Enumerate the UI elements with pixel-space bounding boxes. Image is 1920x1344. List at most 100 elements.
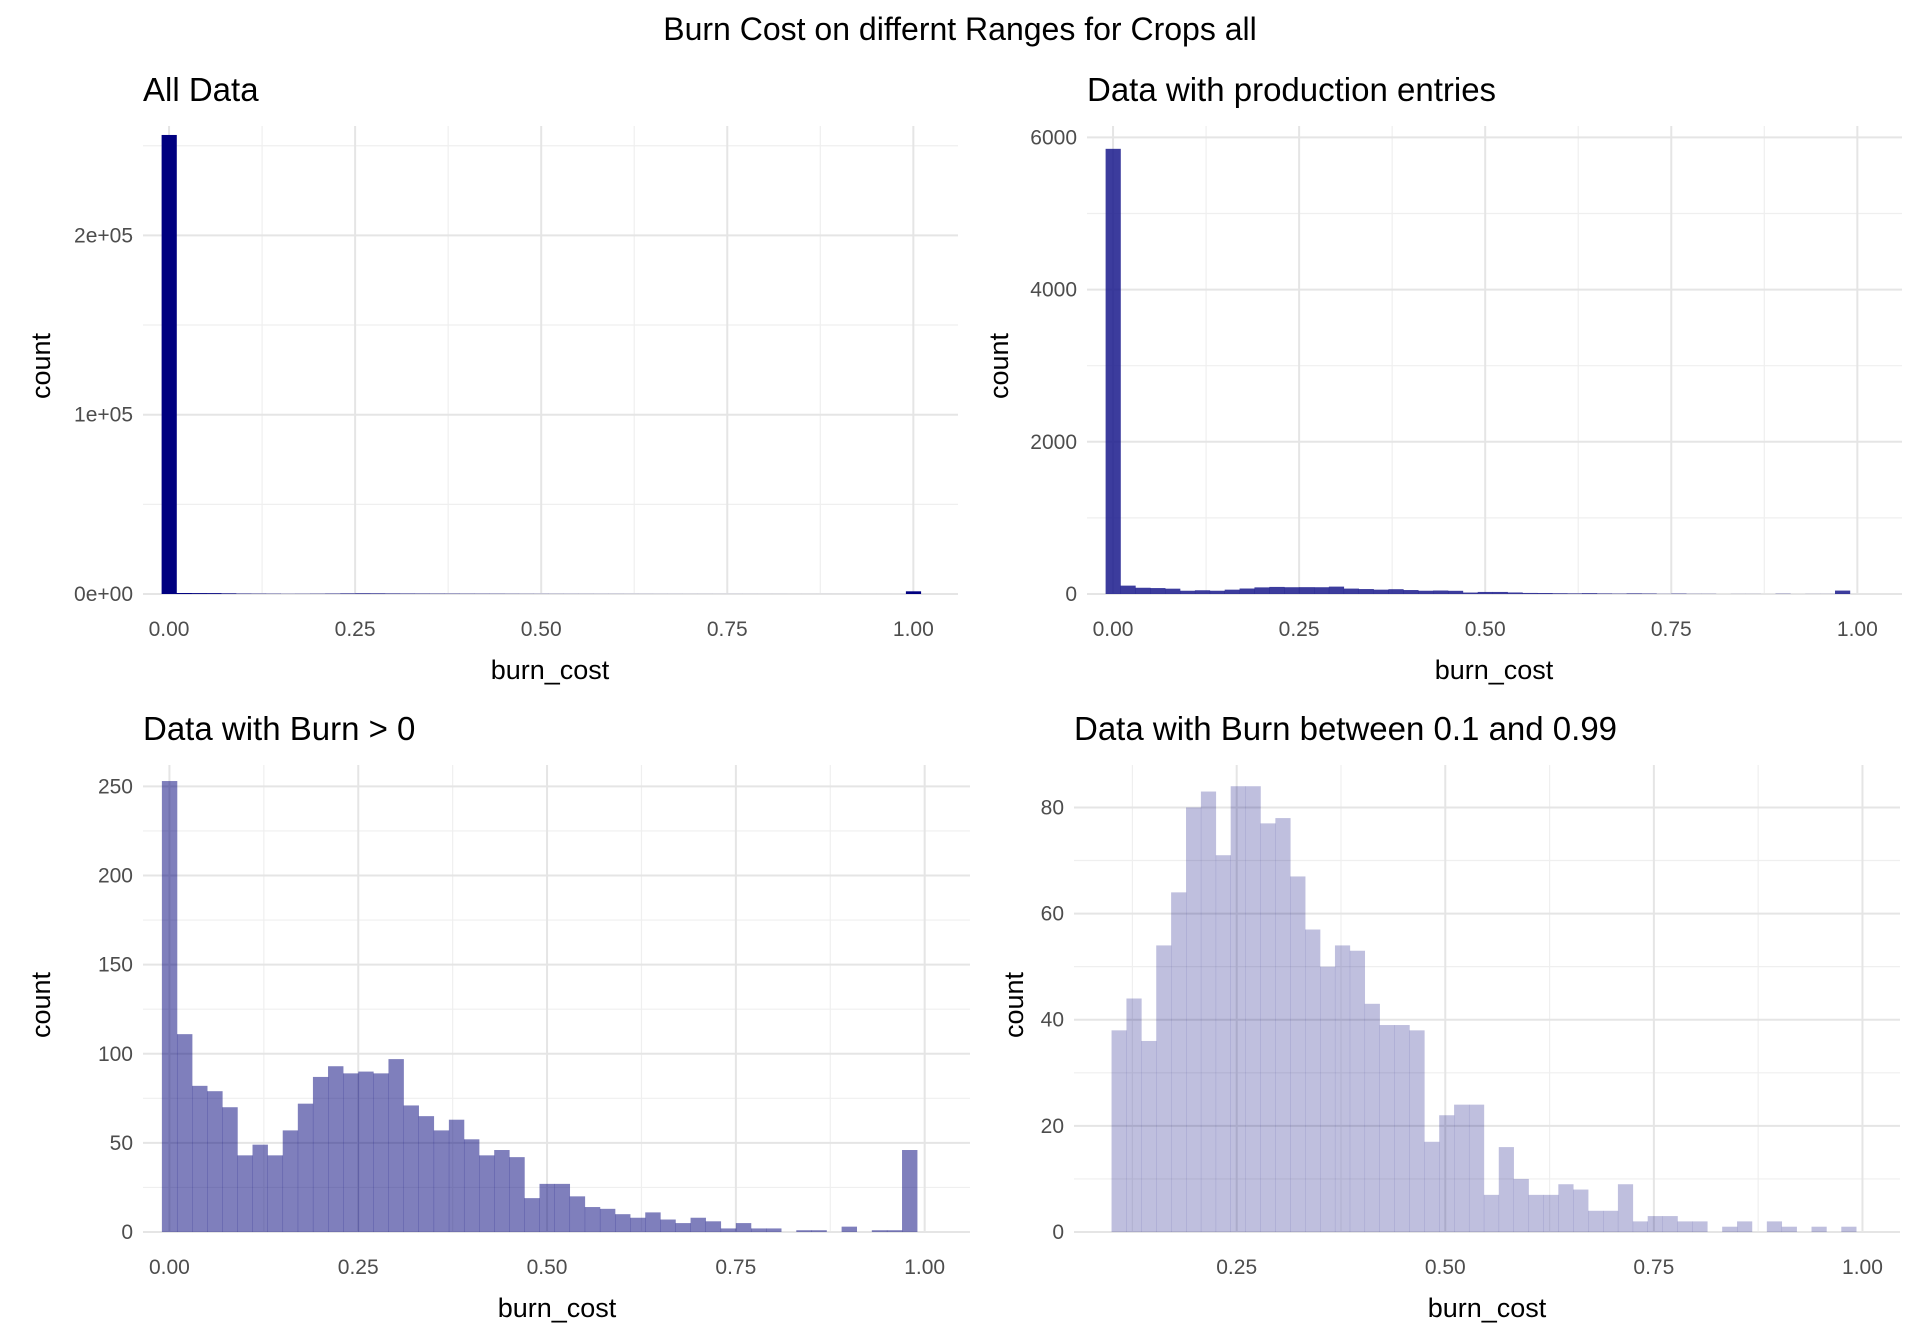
histogram-bar xyxy=(1126,998,1142,1232)
histogram-bar xyxy=(328,1066,344,1232)
x-tick-label: 0.00 xyxy=(149,618,190,641)
plot-area: 0.00 0.25 0.50 0.75 1.00 0 50 100 150 200 250 xyxy=(98,765,970,1279)
x-axis-title: burn_cost xyxy=(491,655,610,685)
histogram-bar xyxy=(871,1230,888,1232)
x-tick-label: 0.25 xyxy=(335,618,376,641)
histogram-bar xyxy=(1373,589,1389,594)
histogram-bar xyxy=(1596,593,1613,594)
histogram-bar xyxy=(222,1107,238,1232)
panel-production-entries: Data with production entries 0.00 0.25 0.5… xyxy=(984,71,1902,685)
histogram-bar xyxy=(1447,590,1464,594)
plot-area: 0.25 0.50 0.75 1.00 0 20 40 60 80 xyxy=(1041,765,1900,1279)
y-tick-label: 40 xyxy=(1041,1009,1064,1032)
x-tick-label: 1.00 xyxy=(1837,618,1878,641)
histogram-bar xyxy=(1245,786,1261,1232)
panel-title: Data with Burn > 0 xyxy=(143,710,415,747)
panel-title: Data with Burn between 0.1 and 0.99 xyxy=(1074,710,1617,747)
histogram-bar xyxy=(675,1223,691,1232)
y-tick-label: 0e+00 xyxy=(74,583,133,606)
histogram-bar xyxy=(355,593,371,594)
x-tick-label: 0.50 xyxy=(527,1256,568,1279)
histogram-bar xyxy=(750,1228,767,1232)
x-tick-label: 0.75 xyxy=(715,1256,756,1279)
histogram-bar xyxy=(297,1103,314,1232)
histogram-bar xyxy=(1364,1003,1380,1232)
y-tick-label: 0 xyxy=(121,1221,133,1244)
histogram-bar xyxy=(554,1183,571,1232)
histogram-bar xyxy=(1349,950,1366,1232)
histogram-bar xyxy=(690,1217,706,1232)
histogram-bar xyxy=(1320,966,1336,1232)
histogram-bar xyxy=(1492,591,1508,594)
plot-area: 0.00 0.25 0.50 0.75 1.00 0 2000 4000 6000 xyxy=(1030,126,1902,641)
y-tick-label: 80 xyxy=(1041,796,1064,819)
x-tick-label: 0.75 xyxy=(1633,1256,1674,1279)
histogram-bar xyxy=(645,1212,661,1232)
histogram-bar xyxy=(1230,786,1246,1232)
histogram-bar xyxy=(1180,590,1196,594)
y-tick-label: 60 xyxy=(1041,903,1064,926)
histogram-bar xyxy=(191,593,207,594)
x-tick-label: 0.50 xyxy=(521,618,562,641)
histogram-bar xyxy=(630,1217,646,1232)
panel-all-data: All Data 0.00 0.25 0.50 0.75 1.00 0e+00 1e+05 2… xyxy=(26,71,958,685)
histogram-bar xyxy=(1662,1216,1678,1232)
x-tick-label: 0.50 xyxy=(1425,1256,1466,1279)
histogram-bar xyxy=(1737,1221,1753,1232)
histogram-bar xyxy=(1165,588,1181,594)
y-tick-label: 6000 xyxy=(1030,126,1077,149)
histogram-bar xyxy=(1626,593,1642,594)
histogram-bar xyxy=(1632,1221,1648,1232)
histogram-bar xyxy=(161,781,178,1232)
histogram-bar xyxy=(312,1076,329,1232)
histogram-bar xyxy=(766,1228,782,1232)
histogram-bar xyxy=(1454,1104,1470,1232)
histogram-bar xyxy=(1186,807,1202,1232)
panel-title: Data with production entries xyxy=(1087,71,1496,108)
histogram-bar xyxy=(479,1155,495,1232)
y-tick-label: 150 xyxy=(98,954,133,977)
histogram-bar xyxy=(1379,1025,1395,1232)
histogram-bar xyxy=(161,134,177,594)
histogram-bar xyxy=(1290,876,1306,1232)
histogram-bar xyxy=(841,1226,858,1232)
histogram-bar xyxy=(1141,1040,1157,1232)
histogram-bar xyxy=(660,1219,676,1232)
x-tick-label: 0.00 xyxy=(1093,618,1134,641)
histogram-bar xyxy=(720,1228,737,1232)
y-tick-label: 20 xyxy=(1041,1115,1064,1138)
histogram-bar xyxy=(1424,1141,1440,1232)
histogram-bar xyxy=(1299,587,1315,594)
histogram-bar xyxy=(237,1155,253,1232)
x-tick-label: 0.25 xyxy=(1279,618,1320,641)
histogram-bar xyxy=(1573,1189,1589,1232)
histogram-bar xyxy=(1468,1104,1485,1232)
histogram-bar xyxy=(433,1130,450,1232)
y-tick-label: 100 xyxy=(98,1043,133,1066)
histogram-bar xyxy=(1498,1147,1514,1232)
histogram-bar xyxy=(905,591,922,594)
histogram-bar xyxy=(1314,587,1330,594)
histogram-bar xyxy=(1135,587,1151,594)
histogram-bar xyxy=(1483,1194,1500,1232)
histogram-bar xyxy=(1507,592,1523,594)
histogram-bar xyxy=(569,1196,586,1232)
histogram-bar xyxy=(1522,592,1538,594)
x-tick-label: 0.75 xyxy=(707,618,748,641)
histogram-bar xyxy=(539,1183,555,1232)
histogram-bar xyxy=(1215,855,1231,1232)
histogram-bar xyxy=(373,1073,389,1232)
histogram-bar xyxy=(1120,585,1136,594)
histogram-bar xyxy=(1418,590,1434,594)
histogram-bar xyxy=(886,1230,903,1232)
histogram-bar xyxy=(388,1059,404,1232)
histogram-bar xyxy=(282,1130,299,1232)
histogram-bar xyxy=(1462,592,1479,594)
histogram-bar xyxy=(1439,1115,1455,1232)
panel-title: All Data xyxy=(143,71,259,108)
histogram-bar xyxy=(448,1119,465,1232)
histogram-bar xyxy=(340,593,356,594)
histogram-bar xyxy=(463,1139,480,1232)
histogram-bar xyxy=(1558,1184,1574,1232)
